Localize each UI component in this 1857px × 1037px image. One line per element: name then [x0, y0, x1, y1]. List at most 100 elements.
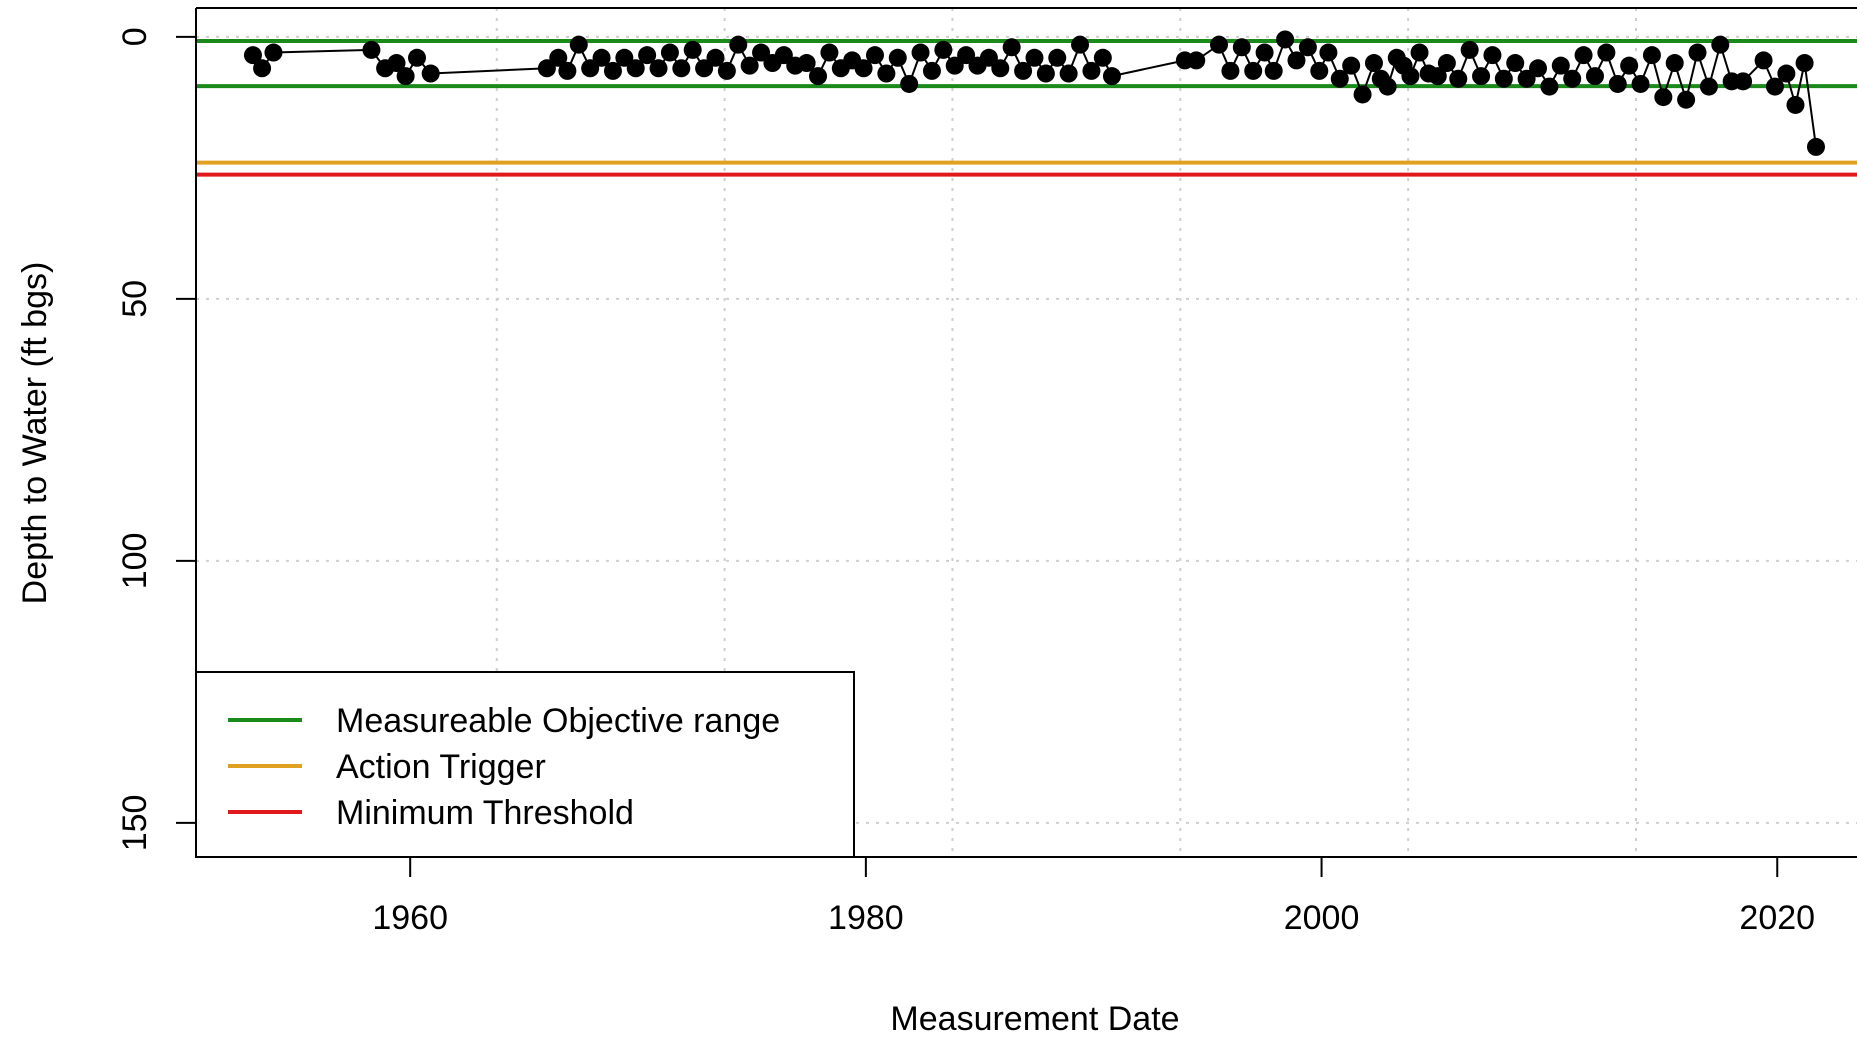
data-point [1806, 137, 1825, 156]
data-point [934, 40, 953, 59]
data-point [264, 43, 283, 62]
data-point [1786, 95, 1805, 114]
data-point [900, 74, 919, 93]
data-point [1025, 48, 1044, 67]
x-tick-label: 1980 [828, 899, 904, 937]
data-point [1255, 43, 1274, 62]
data-point [1494, 69, 1513, 88]
data-point [537, 59, 556, 78]
y-tick-label: 150 [116, 795, 154, 852]
data-point [1540, 77, 1559, 96]
data-point [740, 56, 759, 75]
data-point [1244, 61, 1263, 80]
data-point [1342, 56, 1361, 75]
legend-label: Action Trigger [336, 748, 546, 786]
data-point [1472, 67, 1491, 86]
data-point [945, 56, 964, 75]
data-point [1187, 51, 1206, 70]
data-point [253, 59, 272, 78]
data-point [979, 48, 998, 67]
data-point [1777, 64, 1796, 83]
data-point [626, 59, 645, 78]
data-point [1711, 35, 1730, 54]
data-point [1264, 61, 1283, 80]
data-point [854, 59, 873, 78]
data-point [1059, 64, 1078, 83]
data-point [1353, 85, 1372, 104]
data-point [558, 61, 577, 80]
data-point [695, 59, 714, 78]
data-point [1734, 72, 1753, 91]
data-point [1529, 59, 1548, 78]
data-point [1221, 61, 1240, 80]
data-point [797, 54, 816, 73]
data-point [1428, 67, 1447, 86]
data-point [1401, 67, 1420, 86]
data-point [603, 61, 622, 80]
reference-lines [196, 39, 1857, 177]
data-point [1631, 74, 1650, 93]
data-point [1688, 43, 1707, 62]
data-point [774, 46, 793, 65]
series-line [252, 36, 1817, 148]
data-point [1210, 35, 1229, 54]
data-point [1093, 48, 1112, 67]
data-point [1483, 46, 1502, 65]
y-axis-title: Depth to Water (ft bgs) [16, 262, 54, 605]
data-point [1506, 54, 1525, 73]
data-point [1330, 69, 1349, 88]
data-point [1410, 43, 1429, 62]
data-point [362, 40, 381, 59]
data-point [1795, 54, 1814, 73]
data-point [706, 48, 725, 67]
y-tick-label: 0 [116, 27, 154, 46]
data-point [729, 35, 748, 54]
data-point [820, 43, 839, 62]
legend: Measureable Objective range Action Trigge… [195, 671, 855, 858]
data-point [717, 61, 736, 80]
data-point [1597, 43, 1616, 62]
data-point [809, 67, 828, 86]
data-point [888, 48, 907, 67]
legend-box [195, 671, 855, 858]
grid [196, 8, 1857, 857]
data-point [1677, 90, 1696, 109]
data-point [1310, 61, 1329, 80]
data-point [569, 35, 588, 54]
data-point [1699, 77, 1718, 96]
data-point [865, 46, 884, 65]
data-point [243, 46, 262, 65]
data-point [877, 64, 896, 83]
data-point [1048, 48, 1067, 67]
data-point [615, 48, 634, 67]
data-point [1608, 74, 1627, 93]
data-point [1574, 46, 1593, 65]
x-tick-label: 2020 [1739, 899, 1815, 937]
data-point [660, 43, 679, 62]
data-point [592, 48, 611, 67]
data-point [421, 64, 440, 83]
data-point [1620, 56, 1639, 75]
data-point [957, 46, 976, 65]
data-point [1460, 40, 1479, 59]
data-point [1563, 69, 1582, 88]
data-point [549, 48, 568, 67]
data-point [1665, 54, 1684, 73]
data-point [922, 61, 941, 80]
legend-label: Measureable Objective range [336, 702, 780, 740]
data-point [683, 40, 702, 59]
data-point [1036, 64, 1055, 83]
data-series [243, 30, 1825, 156]
data-point [649, 59, 668, 78]
data-point [1298, 38, 1317, 57]
x-tick-label: 2000 [1284, 899, 1360, 937]
data-point [1765, 77, 1784, 96]
data-point [752, 43, 771, 62]
data-point [1585, 67, 1604, 86]
data-point [581, 59, 600, 78]
data-point [1517, 69, 1536, 88]
data-point [1378, 77, 1397, 96]
data-point [1102, 67, 1121, 86]
data-point [1449, 69, 1468, 88]
